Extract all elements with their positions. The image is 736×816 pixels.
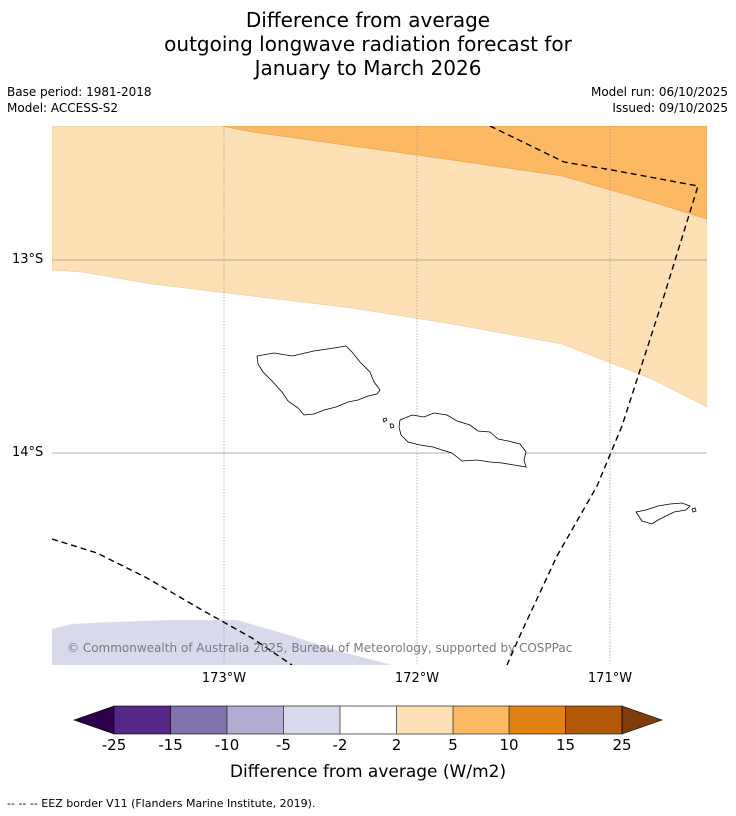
colorbar-tick: 5 bbox=[448, 736, 458, 754]
anomaly-zone-2-to-5 bbox=[52, 126, 707, 408]
colorbar-bin bbox=[396, 706, 453, 734]
model-run-text: Model run: 06/10/2025 bbox=[590, 85, 728, 99]
manono-island bbox=[389, 423, 395, 429]
colorbar-min-arrow bbox=[73, 705, 115, 735]
model-text: Model: ACCESS-S2 bbox=[7, 101, 119, 115]
anomaly-zone-minus5-to-minus2 bbox=[52, 620, 392, 665]
colorbar-bin bbox=[227, 706, 284, 734]
lon-label-172w: 172°W bbox=[394, 671, 440, 686]
apolima-island bbox=[382, 417, 388, 423]
colorbar-tick: -15 bbox=[158, 736, 183, 754]
colorbar-label: Difference from average (W/m2) bbox=[229, 762, 507, 782]
colorbar-bin bbox=[509, 706, 566, 734]
eez-footnote: -- -- -- EEZ border V11 (Flanders Marine… bbox=[7, 797, 316, 810]
copyright-text: © Commonwealth of Australia 2025, Bureau… bbox=[67, 641, 573, 655]
colorbar-bin bbox=[170, 706, 227, 734]
title-line-2: outgoing longwave radiation forecast for bbox=[164, 32, 572, 56]
title-line-1: Difference from average bbox=[245, 8, 491, 32]
chart-title: Difference from average outgoing longwav… bbox=[0, 8, 736, 80]
coastlines bbox=[256, 345, 697, 525]
eez-border bbox=[52, 126, 699, 665]
base-period-text: Base period: 1981-2018 bbox=[7, 85, 152, 99]
meta-left: Base period: 1981-2018 Model: ACCESS-S2 bbox=[7, 84, 152, 116]
colorbar-tick: -5 bbox=[276, 736, 291, 754]
aunuu-island bbox=[691, 507, 697, 513]
colorbar-bin bbox=[565, 706, 622, 734]
issued-text: Issued: 09/10/2025 bbox=[612, 101, 728, 115]
graticule bbox=[52, 126, 707, 665]
title-line-3: January to March 2026 bbox=[254, 56, 482, 80]
colorbar-tick: -2 bbox=[332, 736, 348, 754]
colorbar-tick: 2 bbox=[391, 736, 402, 754]
colorbar-tick: 25 bbox=[612, 736, 632, 754]
anomaly-zone-5-to-10 bbox=[221, 126, 707, 220]
upolu-island bbox=[398, 412, 527, 468]
meta-right: Model run: 06/10/2025 Issued: 09/10/2025 bbox=[591, 84, 728, 116]
colorbar-bin bbox=[340, 706, 397, 734]
colorbar-bin bbox=[453, 706, 509, 734]
lat-label-14s: 14°S bbox=[12, 445, 44, 460]
colorbar-tick: 10 bbox=[499, 736, 519, 754]
colorbar-max-arrow bbox=[621, 705, 663, 735]
colorbar-bin bbox=[283, 706, 340, 734]
colorbar-tick: -25 bbox=[101, 736, 127, 754]
colorbar-bin bbox=[114, 706, 171, 734]
tutuila-island bbox=[635, 502, 691, 525]
lon-label-171w: 171°W bbox=[587, 671, 633, 686]
map-panel[interactable] bbox=[52, 126, 707, 665]
colorbar-tick: -10 bbox=[214, 736, 240, 754]
lat-label-13s: 13°S bbox=[12, 252, 44, 267]
lon-label-173w: 173°W bbox=[201, 671, 247, 686]
map-svg bbox=[52, 126, 707, 665]
colorbar-tick: 15 bbox=[555, 736, 576, 754]
savaii-island bbox=[256, 345, 381, 416]
